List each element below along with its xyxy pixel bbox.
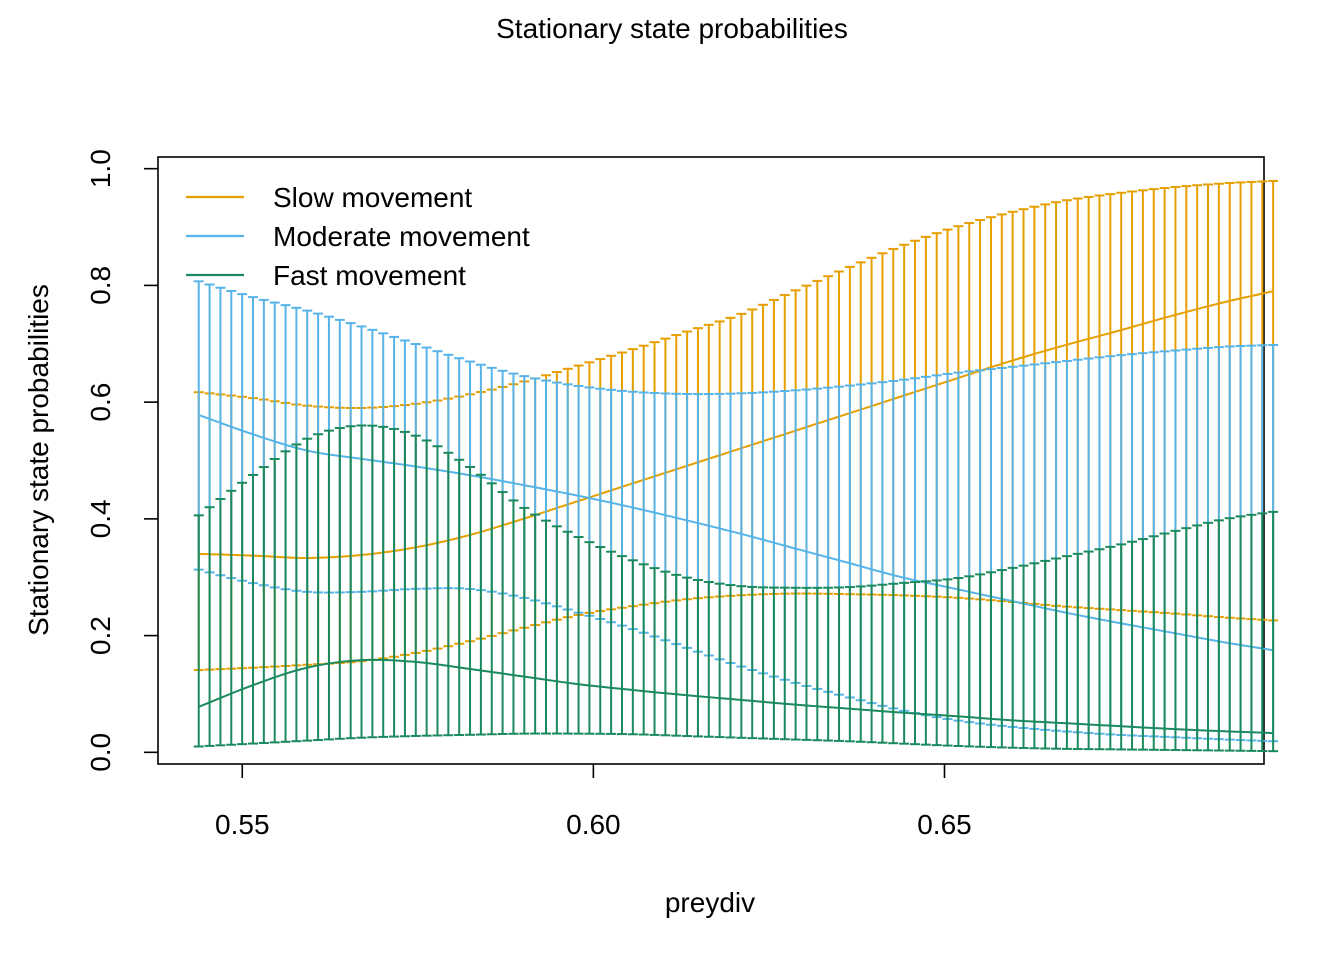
series-slow-movement [193, 179, 1279, 672]
y-tick-label: 0.4 [85, 499, 116, 538]
legend: Slow movement Moderate movement Fast movem… [186, 182, 530, 291]
legend-item: Slow movement [186, 182, 472, 213]
x-tick-label: 0.60 [566, 809, 621, 840]
legend-label: Slow movement [273, 182, 472, 213]
legend-item: Fast movement [186, 260, 466, 291]
y-tick-label: 0.6 [85, 383, 116, 422]
legend-label: Moderate movement [273, 221, 530, 252]
estimate-line [198, 658, 1274, 735]
legend-item: Moderate movement [186, 221, 530, 252]
series-fast-movement [193, 424, 1279, 753]
y-tick-label: 1.0 [85, 149, 116, 188]
y-tick-label: 0.2 [85, 616, 116, 655]
estimate-line [198, 414, 1274, 652]
x-axis-label: preydiv [665, 887, 755, 918]
chart-title: Stationary state probabilities [496, 13, 848, 44]
x-tick-label: 0.55 [215, 809, 270, 840]
estimate-line [198, 290, 1274, 559]
y-tick-label: 0.0 [85, 733, 116, 772]
data-layer [193, 179, 1279, 753]
legend-label: Fast movement [273, 260, 466, 291]
x-tick-label: 0.65 [917, 809, 972, 840]
series-moderate-movement [193, 280, 1279, 743]
y-axis-label: Stationary state probabilities [23, 284, 54, 636]
y-tick-label: 0.8 [85, 266, 116, 305]
plot-frame [157, 156, 1265, 765]
axes-layer: 0.55 0.60 0.65 0.0 0.2 0.4 0.6 0.8 1.0 [85, 149, 972, 840]
